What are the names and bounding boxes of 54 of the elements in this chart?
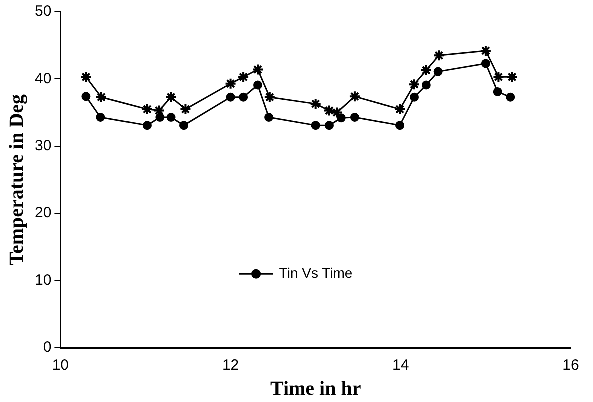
point [156, 113, 165, 122]
point [323, 104, 336, 117]
point [420, 64, 432, 76]
point [180, 103, 192, 116]
point [224, 78, 237, 90]
point [239, 92, 248, 102]
y-tick-label: 30 [34, 138, 52, 155]
point [82, 92, 91, 102]
point [336, 114, 346, 123]
x-tick-label: 10 [52, 357, 70, 374]
point [331, 106, 344, 119]
point [493, 87, 502, 96]
point [96, 113, 106, 122]
y-tick-label: 40 [34, 70, 52, 88]
point [492, 71, 505, 84]
point [506, 71, 518, 84]
x-axis-title: Time in hr [270, 378, 362, 400]
y-tick-label: 50 [34, 3, 52, 20]
point [180, 121, 189, 130]
point [433, 50, 446, 62]
x-tick-label: 16 [562, 357, 580, 374]
point [348, 90, 361, 103]
y-axis-title: Temperature in Deg [6, 94, 28, 266]
point [264, 91, 276, 104]
point [254, 80, 263, 90]
point [165, 91, 178, 104]
y-tick-label: 20 [34, 204, 52, 222]
point [422, 80, 431, 90]
point [396, 121, 405, 130]
point [350, 113, 360, 122]
point [310, 98, 322, 110]
point [481, 59, 490, 68]
point [480, 44, 492, 57]
point [408, 78, 421, 91]
point [394, 103, 406, 116]
point [506, 92, 516, 102]
point [410, 92, 420, 102]
point [141, 103, 154, 116]
point [252, 64, 264, 76]
point [166, 113, 176, 122]
point [434, 67, 443, 76]
legend-label: Tin Vs Time [279, 264, 353, 281]
point [80, 71, 92, 84]
point [311, 121, 320, 130]
point [96, 91, 108, 104]
point [324, 121, 334, 130]
x-tick-label: 14 [392, 357, 410, 374]
y-tick-label: 0 [43, 339, 52, 356]
point [226, 92, 236, 102]
x-tick-label: 12 [222, 357, 240, 374]
point [264, 113, 274, 122]
y-tick-label: 10 [34, 272, 52, 289]
point [142, 121, 152, 130]
point [238, 71, 250, 84]
